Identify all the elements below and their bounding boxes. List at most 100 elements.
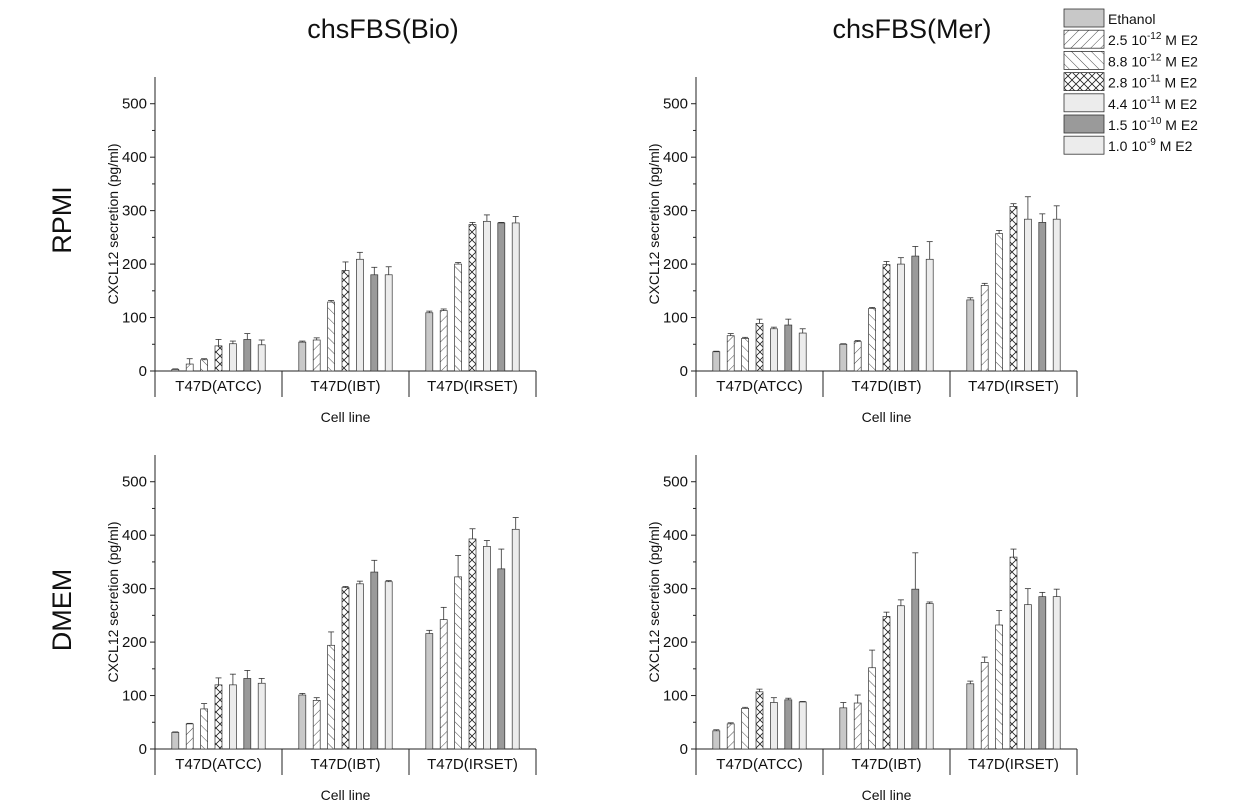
bar xyxy=(200,708,208,750)
y-axis-title: CXCL12 secretion (pg/ml) xyxy=(105,521,121,682)
bar xyxy=(911,588,920,750)
panel-rpmi-mer: 0 100 200 300 400 500 CXCL12 secretion (pg/ml)… xyxy=(646,77,1078,425)
y-tick-label: 400 xyxy=(122,527,147,544)
bar xyxy=(1009,556,1018,750)
bar xyxy=(384,581,393,750)
bar xyxy=(483,220,491,372)
y-tick-label: 100 xyxy=(122,310,147,327)
bar xyxy=(312,339,321,372)
bar xyxy=(925,258,934,372)
bar xyxy=(327,301,335,372)
bar xyxy=(370,571,379,750)
legend-swatch xyxy=(1063,29,1105,49)
bar xyxy=(185,363,194,372)
y-tick-label: 100 xyxy=(663,688,688,705)
bar xyxy=(468,224,477,372)
y-tick-label: 0 xyxy=(139,363,147,380)
row-label-rpmi: RPMI xyxy=(47,186,77,254)
y-tick-label: 400 xyxy=(663,149,688,166)
bar xyxy=(454,263,462,372)
bar xyxy=(784,324,793,372)
y-tick-label: 500 xyxy=(122,96,147,113)
bar xyxy=(257,682,266,750)
y-tick-label: 300 xyxy=(663,203,688,220)
bar xyxy=(882,264,891,372)
bar xyxy=(868,667,876,750)
bar xyxy=(356,583,364,750)
bar xyxy=(425,633,434,750)
bar xyxy=(1009,206,1018,372)
bar xyxy=(995,624,1003,750)
legend-entry: 1.0 10-9 M E2 xyxy=(1063,135,1193,155)
bar xyxy=(454,576,462,750)
y-tick-label: 0 xyxy=(680,363,688,380)
legend-swatch xyxy=(1063,114,1105,134)
bar xyxy=(200,359,208,372)
category-label: T47D(IRSET) xyxy=(427,378,518,395)
legend-swatch xyxy=(1063,93,1105,113)
bar xyxy=(511,528,520,750)
legend-swatch xyxy=(1063,51,1105,70)
y-tick-label: 500 xyxy=(663,474,688,491)
legend-swatch xyxy=(1063,8,1105,28)
category-label: T47D(ATCC) xyxy=(175,378,261,395)
bar xyxy=(185,723,194,750)
legend-entry: 1.5 10-10 M E2 xyxy=(1063,114,1198,134)
bar xyxy=(356,258,364,372)
bar xyxy=(298,341,307,372)
bar xyxy=(171,732,180,750)
legend-entry: 4.4 10-11 M E2 xyxy=(1063,93,1197,113)
x-axis-title: Cell line xyxy=(862,787,912,803)
bar xyxy=(341,270,350,372)
y-tick-label: 200 xyxy=(663,256,688,273)
bar xyxy=(980,285,989,372)
bar xyxy=(1052,218,1061,372)
bar xyxy=(755,323,764,372)
legend-entry: Ethanol xyxy=(1063,8,1155,28)
bar xyxy=(712,730,721,750)
legend-label: 4.4 10-11 M E2 xyxy=(1108,95,1197,112)
y-tick-label: 400 xyxy=(663,527,688,544)
bar xyxy=(980,662,989,750)
category-label: T47D(IBT) xyxy=(851,756,921,773)
legend-label: 1.0 10-9 M E2 xyxy=(1108,137,1193,154)
y-tick-label: 0 xyxy=(680,741,688,758)
y-axis-title: CXCL12 secretion (pg/ml) xyxy=(646,143,662,304)
bar xyxy=(229,343,237,372)
bar xyxy=(1024,218,1032,372)
bar xyxy=(741,338,749,372)
category-label: T47D(IBT) xyxy=(310,756,380,773)
legend-entry: 2.5 10-12 M E2 xyxy=(1063,29,1198,49)
bar xyxy=(483,546,491,750)
y-tick-label: 400 xyxy=(122,149,147,166)
bar xyxy=(966,299,975,372)
bar xyxy=(966,683,975,750)
bar xyxy=(243,678,252,750)
category-label: T47D(IRSET) xyxy=(968,378,1059,395)
bar xyxy=(511,222,520,372)
legend-label: 1.5 10-10 M E2 xyxy=(1108,116,1198,133)
bar xyxy=(171,369,180,372)
category-label: T47D(IRSET) xyxy=(968,756,1059,773)
bar xyxy=(439,310,448,372)
bar xyxy=(726,723,735,750)
legend: Ethanol 2.5 10-12 M E2 8.8 10-12 M E2 2.8 1… xyxy=(1063,8,1198,155)
y-axis-title: CXCL12 secretion (pg/ml) xyxy=(646,521,662,682)
category-label: T47D(IRSET) xyxy=(427,756,518,773)
bar xyxy=(1038,596,1047,750)
y-tick-label: 300 xyxy=(663,581,688,598)
bar xyxy=(439,619,448,750)
panel-rpmi-bio: 0 100 200 300 400 500 CXCL12 secretion (pg/ml)… xyxy=(105,77,537,425)
bar xyxy=(770,702,778,750)
x-axis-title: Cell line xyxy=(862,409,912,425)
bar xyxy=(868,308,876,372)
bar xyxy=(370,274,379,372)
bar xyxy=(741,708,749,750)
category-label: T47D(IBT) xyxy=(851,378,921,395)
bar xyxy=(770,328,778,372)
bar xyxy=(712,351,721,372)
bar xyxy=(341,587,350,750)
bar xyxy=(798,332,807,372)
y-tick-label: 100 xyxy=(663,310,688,327)
